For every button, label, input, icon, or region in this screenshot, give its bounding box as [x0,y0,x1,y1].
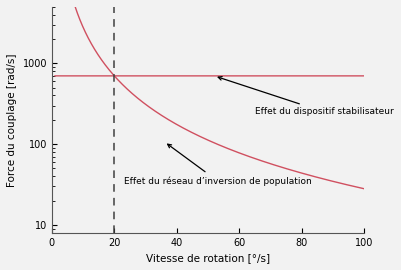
Y-axis label: Force du couplage [rad/s]: Force du couplage [rad/s] [7,53,17,187]
Text: Effet du dispositif stabilisateur: Effet du dispositif stabilisateur [218,77,393,116]
X-axis label: Vitesse de rotation [°/s]: Vitesse de rotation [°/s] [146,253,270,263]
Text: Effet du réseau d’inversion de population: Effet du réseau d’inversion de populatio… [124,144,312,186]
